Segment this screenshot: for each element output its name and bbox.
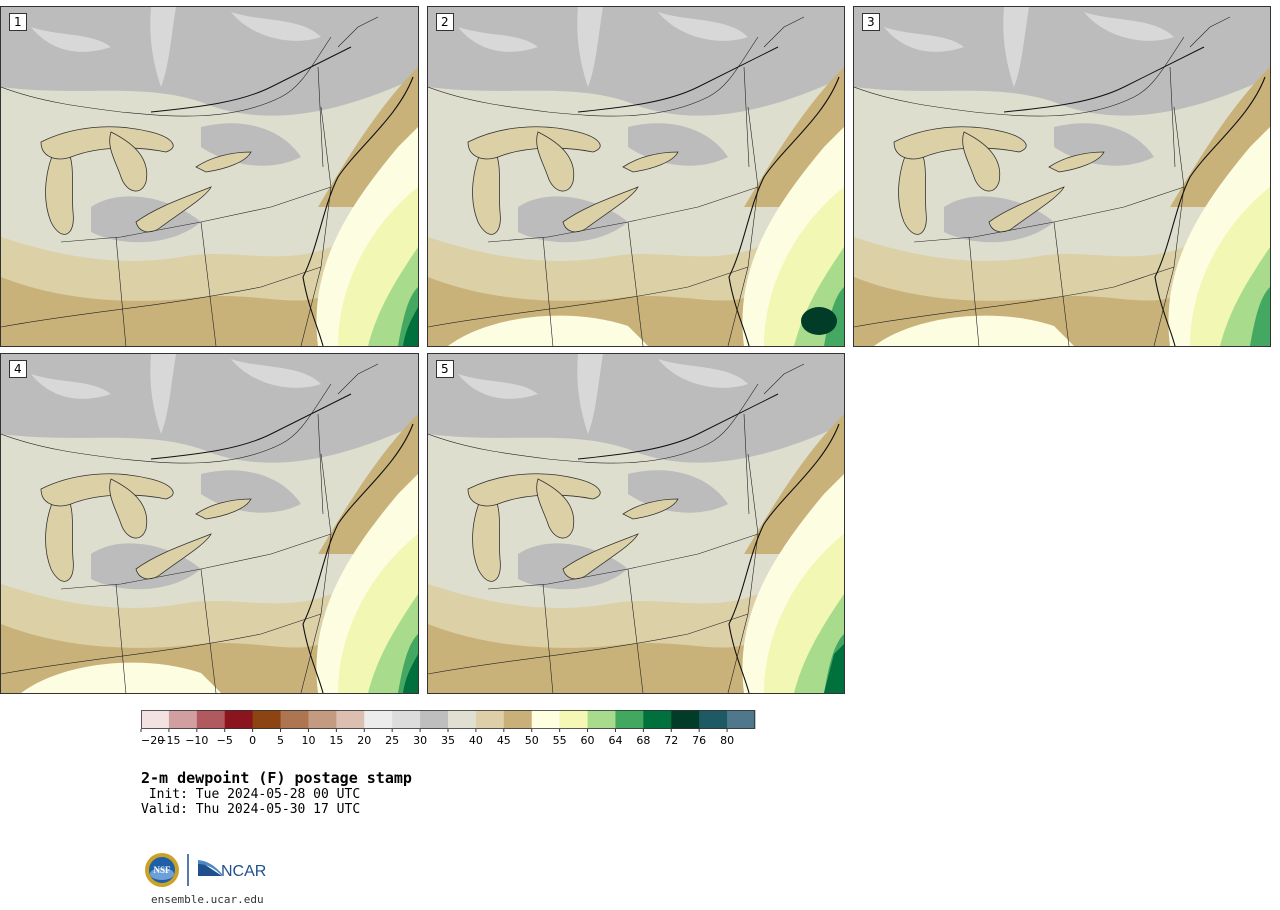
ncar-logo: NCAR <box>198 860 266 880</box>
colorbar-tick-label: 72 <box>664 734 678 747</box>
map-panel-2: 2 <box>427 6 845 347</box>
title-block: 2-m dewpoint (F) postage stamp Init: Tue… <box>141 769 412 817</box>
colorbar-tick-label: 76 <box>692 734 706 747</box>
colorbar-segment <box>475 710 505 729</box>
colorbar-tick-label: 55 <box>553 734 567 747</box>
colorbar-segment <box>671 710 700 729</box>
colorbar-tick-label: −10 <box>185 734 208 747</box>
dewpoint-map <box>428 354 844 693</box>
nsf-ncar-logos: NSF NCAR <box>145 853 266 887</box>
colorbar-segment <box>643 710 672 729</box>
colorbar-segment <box>224 710 254 729</box>
colorbar-tick-label: 64 <box>608 734 622 747</box>
colorbar-segment <box>587 710 616 729</box>
dewpoint-map <box>854 7 1270 346</box>
colorbar-tick-label: 20 <box>357 734 371 747</box>
panel-number-label: 2 <box>436 13 454 31</box>
dewpoint-map <box>1 7 418 346</box>
colorbar-segment <box>615 710 644 729</box>
dewpoint-map <box>428 7 844 346</box>
colorbar-tick-label: 5 <box>277 734 284 747</box>
map-panel-3: 3 <box>853 6 1271 347</box>
colorbar-segment <box>308 710 337 729</box>
colorbar-segment <box>280 710 309 729</box>
valid-time: Valid: Thu 2024-05-30 17 UTC <box>141 802 361 817</box>
init-time: Init: Tue 2024-05-28 00 UTC <box>141 787 361 802</box>
ncar-logo-text: NCAR <box>221 863 266 880</box>
colorbar-segment <box>503 710 533 729</box>
colorbar-segment <box>252 710 281 729</box>
colorbar-segment <box>168 710 198 729</box>
colorbar-tick-label: 25 <box>385 734 399 747</box>
colorbar-tick-label: −5 <box>217 734 233 747</box>
panel-number-label: 1 <box>9 13 27 31</box>
colorbar-border <box>141 710 755 729</box>
colorbar-segment <box>727 710 756 729</box>
dewpoint-colorbar: −20−15 −10 −5 0 5 10 15 20 25 30 35 40 45 50 55 60 64 68 7… <box>140 710 756 747</box>
colorbar-tick-label: 80 <box>720 734 734 747</box>
colorbar-segment <box>336 710 365 729</box>
map-panel-4: 4 <box>0 353 419 694</box>
map-panel-5: 5 <box>427 353 845 694</box>
colorbar-tick-label: 10 <box>301 734 315 747</box>
colorbar-segment <box>141 710 170 729</box>
colorbar-tick-label: 60 <box>581 734 595 747</box>
colorbar-tick-label: 35 <box>441 734 455 747</box>
colorbar-tick-label: 0 <box>249 734 256 747</box>
colorbar-tick-label: 68 <box>636 734 650 747</box>
colorbar-segment <box>392 710 421 729</box>
colorbar-segment <box>420 710 449 729</box>
colorbar-segment <box>196 710 226 729</box>
map-panel-1: 1 <box>0 6 419 347</box>
colorbar-tick-label: −20 <box>141 734 164 747</box>
nsf-logo: NSF <box>145 853 179 887</box>
colorbar-tick-label: 40 <box>469 734 483 747</box>
panel-number-label: 5 <box>436 360 454 378</box>
dewpoint-map <box>1 354 418 693</box>
colorbar-tick-label: 50 <box>525 734 539 747</box>
site-url: ensemble.ucar.edu <box>151 893 264 906</box>
colorbar-tick-label: 15 <box>329 734 343 747</box>
colorbar-segment <box>448 710 477 729</box>
colorbar-segment <box>559 710 588 729</box>
colorbar-segment <box>531 710 561 729</box>
panel-number-label: 4 <box>9 360 27 378</box>
nsf-logo-text: NSF <box>153 865 171 875</box>
colorbar-tick-label: −15 <box>157 734 180 747</box>
colorbar-tick-label: 45 <box>497 734 511 747</box>
colorbar-tick-label: 30 <box>413 734 427 747</box>
panel-number-label: 3 <box>862 13 880 31</box>
plot-title: 2-m dewpoint (F) postage stamp <box>141 769 412 787</box>
colorbar-segment <box>699 710 728 729</box>
colorbar-segment <box>364 710 393 729</box>
